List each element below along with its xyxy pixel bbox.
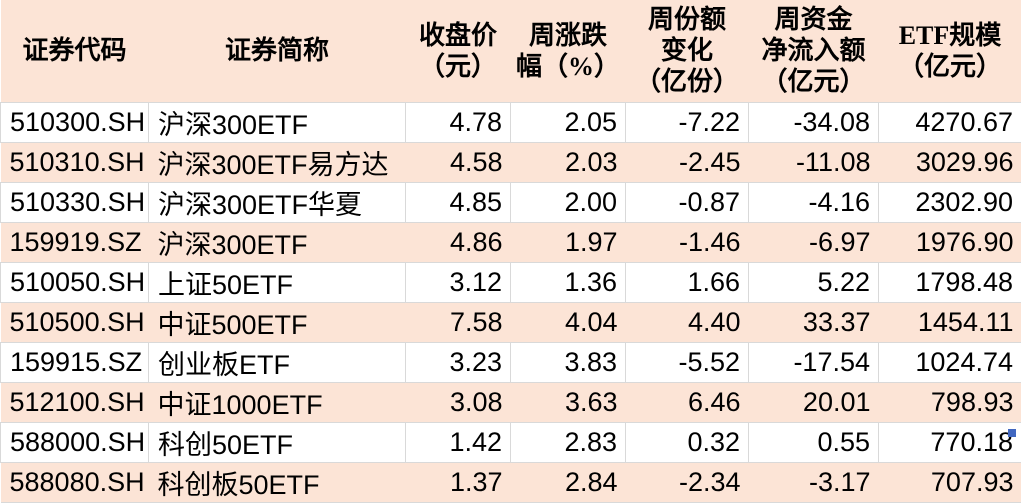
cell-name: 沪深300ETF	[149, 102, 406, 142]
cell-share_chg: -2.34	[626, 462, 749, 502]
cell-net_inflow: -34.08	[749, 102, 879, 142]
cell-code: 588000.SH	[1, 422, 149, 462]
table-header: 证券代码证券简称收盘价（元）周涨跌幅（%）周份额变化（亿份）周资金净流入额（亿元…	[1, 0, 1021, 102]
cell-aum: 4270.67	[879, 102, 1021, 142]
cell-pct_chg: 2.00	[511, 182, 626, 222]
cell-close: 4.58	[406, 142, 511, 182]
cell-aum: 1454.11	[879, 302, 1021, 342]
cell-aum: 1798.48	[879, 262, 1021, 302]
cell-net_inflow: -17.54	[749, 342, 879, 382]
cell-close: 1.37	[406, 462, 511, 502]
cell-aum: 707.93	[879, 462, 1021, 502]
cell-code: 510300.SH	[1, 102, 149, 142]
cell-share_chg: 6.46	[626, 382, 749, 422]
cell-pct_chg: 2.83	[511, 422, 626, 462]
column-header-pct_chg: 周涨跌幅（%）	[511, 0, 626, 102]
cell-pct_chg: 3.63	[511, 382, 626, 422]
cell-code: 588080.SH	[1, 462, 149, 502]
cell-pct_chg: 2.05	[511, 102, 626, 142]
cell-aum: 1024.74	[879, 342, 1021, 382]
cell-pct_chg: 1.36	[511, 262, 626, 302]
column-header-aum: ETF规模（亿元）	[879, 0, 1021, 102]
cell-code: 510310.SH	[1, 142, 149, 182]
cell-net_inflow: 0.55	[749, 422, 879, 462]
cell-name: 沪深300ETF	[149, 222, 406, 262]
cell-name: 中证1000ETF	[149, 382, 406, 422]
cell-code: 159915.SZ	[1, 342, 149, 382]
cell-aum: 1976.90	[879, 222, 1021, 262]
cell-share_chg: -0.87	[626, 182, 749, 222]
column-header-share_chg: 周份额变化（亿份）	[626, 0, 749, 102]
cell-share_chg: 1.66	[626, 262, 749, 302]
cell-aum: 770.18	[879, 422, 1021, 462]
spreadsheet-fill-handle[interactable]	[1008, 429, 1016, 437]
cell-net_inflow: -11.08	[749, 142, 879, 182]
header-row: 证券代码证券简称收盘价（元）周涨跌幅（%）周份额变化（亿份）周资金净流入额（亿元…	[1, 0, 1021, 102]
cell-pct_chg: 1.97	[511, 222, 626, 262]
column-header-close: 收盘价（元）	[406, 0, 511, 102]
cell-code: 510050.SH	[1, 262, 149, 302]
cell-share_chg: -7.22	[626, 102, 749, 142]
cell-code: 510330.SH	[1, 182, 149, 222]
cell-share_chg: 4.40	[626, 302, 749, 342]
column-header-code: 证券代码	[1, 0, 149, 102]
cell-close: 3.12	[406, 262, 511, 302]
cell-name: 沪深300ETF易方达	[149, 142, 406, 182]
cell-close: 4.85	[406, 182, 511, 222]
cell-name: 中证500ETF	[149, 302, 406, 342]
cell-pct_chg: 4.04	[511, 302, 626, 342]
cell-code: 159919.SZ	[1, 222, 149, 262]
cell-close: 7.58	[406, 302, 511, 342]
cell-aum: 798.93	[879, 382, 1021, 422]
cell-pct_chg: 2.84	[511, 462, 626, 502]
cell-aum: 2302.90	[879, 182, 1021, 222]
cell-net_inflow: 33.37	[749, 302, 879, 342]
cell-name: 上证50ETF	[149, 262, 406, 302]
cell-name: 科创50ETF	[149, 422, 406, 462]
cell-close: 1.42	[406, 422, 511, 462]
cell-share_chg: -1.46	[626, 222, 749, 262]
cell-net_inflow: -3.17	[749, 462, 879, 502]
cell-net_inflow: 5.22	[749, 262, 879, 302]
cell-close: 3.23	[406, 342, 511, 382]
cell-name: 沪深300ETF华夏	[149, 182, 406, 222]
cell-code: 512100.SH	[1, 382, 149, 422]
cell-close: 4.86	[406, 222, 511, 262]
cell-name: 科创板50ETF	[149, 462, 406, 502]
cell-share_chg: -5.52	[626, 342, 749, 382]
cell-close: 3.08	[406, 382, 511, 422]
cell-code: 510500.SH	[1, 302, 149, 342]
cell-net_inflow: 20.01	[749, 382, 879, 422]
cell-name: 创业板ETF	[149, 342, 406, 382]
column-header-name: 证券简称	[149, 0, 406, 102]
cell-aum: 3029.96	[879, 142, 1021, 182]
cell-share_chg: 0.32	[626, 422, 749, 462]
column-header-net_inflow: 周资金净流入额（亿元）	[749, 0, 879, 102]
cell-pct_chg: 2.03	[511, 142, 626, 182]
cell-share_chg: -2.45	[626, 142, 749, 182]
cell-pct_chg: 3.83	[511, 342, 626, 382]
cell-close: 4.78	[406, 102, 511, 142]
cell-net_inflow: -6.97	[749, 222, 879, 262]
cell-net_inflow: -4.16	[749, 182, 879, 222]
